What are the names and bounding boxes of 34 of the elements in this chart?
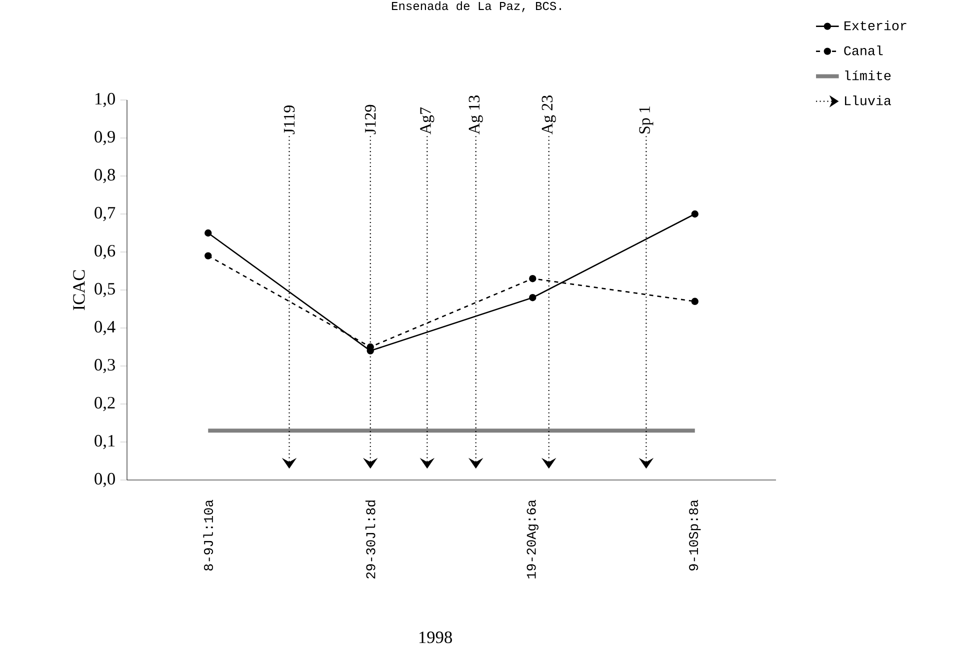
x-tick-label: 19-20Ag:6a <box>526 500 538 578</box>
y-tick-label: 0,2 <box>94 396 115 412</box>
y-tick-label: 0,1 <box>94 434 115 450</box>
text: Lluvia <box>845 95 892 106</box>
x-axis-title: 1998 <box>419 631 452 644</box>
y-tick-label: 0,7 <box>94 206 116 222</box>
chart-title: Ensenada de La Paz, BCS. <box>392 1 561 12</box>
y-tick-label: 0,8 <box>94 168 115 184</box>
y-axis-title: ICAC <box>73 270 85 310</box>
y-tick-label: 0,4 <box>94 320 116 336</box>
point <box>204 252 212 260</box>
annotation: Ag 13 <box>468 96 483 134</box>
point <box>529 274 536 282</box>
y-tick-label: 0,3 <box>94 358 115 374</box>
y-tick-label: 0,0 <box>94 472 115 488</box>
legend-label: Canal <box>844 45 883 56</box>
x-tick-label: 9-10Sp:8a <box>689 500 701 570</box>
annotation: Sp 1 <box>639 106 654 134</box>
point <box>691 210 698 218</box>
point <box>204 229 212 237</box>
y-tick-label: 0,9 <box>94 130 115 146</box>
point <box>529 294 536 302</box>
point <box>691 298 698 305</box>
y-tick-label: 1,0 <box>95 92 115 108</box>
annotation: Ag7 <box>420 107 434 134</box>
annotation: J129 <box>365 104 376 134</box>
annotation: J119 <box>284 106 295 134</box>
y-tick-label: 0,5 <box>94 282 115 298</box>
y-tick-label: 0,6 <box>94 244 116 260</box>
annotation: Ag 23 <box>542 96 556 134</box>
x-tick-label: 8-9Jl:10a <box>203 500 214 571</box>
legend-label: Exterior <box>844 20 906 30</box>
x-tick-label: 29-30Jl:8d <box>365 500 376 578</box>
legend-label: límite <box>845 70 891 80</box>
